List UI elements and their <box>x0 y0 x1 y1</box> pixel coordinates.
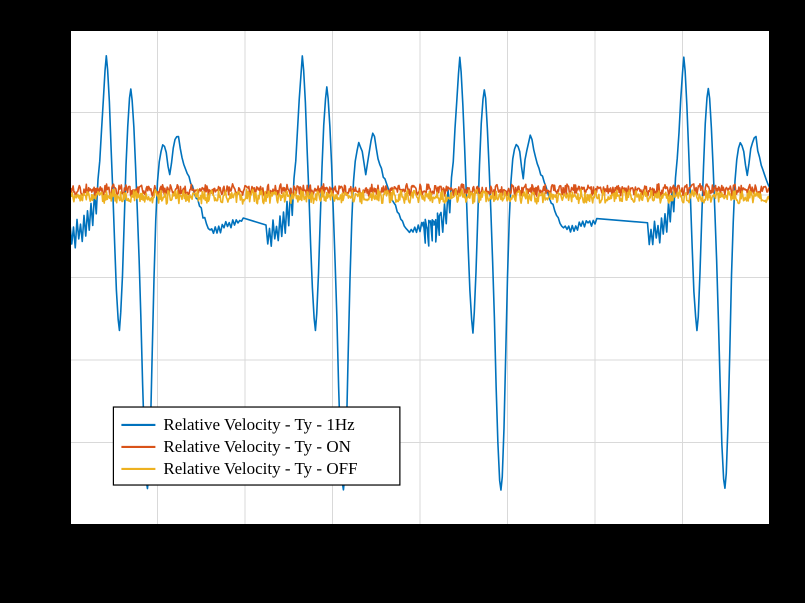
velocity-chart: Relative Velocity - Ty - 1Hz Relative Vel… <box>0 0 805 603</box>
legend-label: Relative Velocity - Ty - OFF <box>163 459 357 478</box>
legend: Relative Velocity - Ty - 1Hz Relative Vel… <box>113 407 399 485</box>
legend-label: Relative Velocity - Ty - 1Hz <box>163 415 355 434</box>
legend-label: Relative Velocity - Ty - ON <box>163 437 351 456</box>
chart-container: Relative Velocity - Ty - 1Hz Relative Vel… <box>0 0 805 603</box>
